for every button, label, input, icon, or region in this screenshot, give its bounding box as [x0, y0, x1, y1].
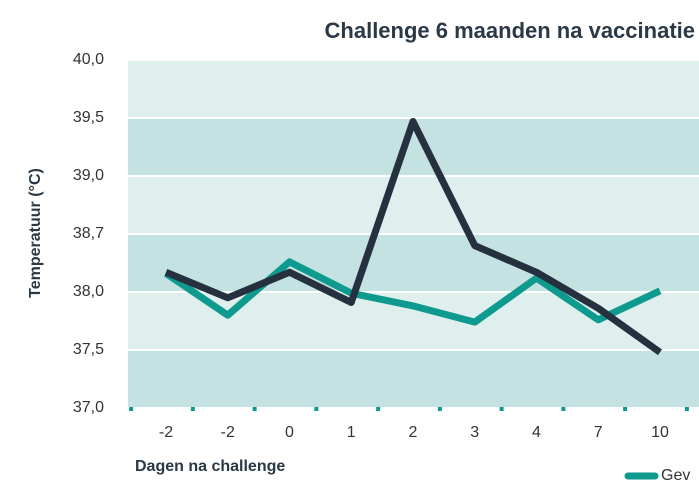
x-tick-mark	[190, 407, 195, 411]
background-band	[128, 234, 699, 292]
x-tick-label: -2	[159, 424, 173, 441]
x-tick-mark	[684, 407, 689, 411]
y-tick-label: 39,5	[73, 109, 104, 126]
chart-title: Challenge 6 maanden na vaccinatie	[325, 18, 695, 43]
y-tick-label: 40,0	[73, 51, 104, 68]
x-tick-mark	[252, 407, 257, 411]
x-axis-label: Dagen na challenge	[135, 458, 285, 475]
y-tick-label: 38,7	[73, 225, 104, 242]
background-band	[128, 176, 699, 234]
x-tick-label: 3	[470, 424, 479, 441]
background-band	[128, 60, 699, 118]
x-tick-mark	[499, 407, 504, 411]
x-tick-label: 10	[651, 424, 669, 441]
y-axis-label: Temperatuur (°C)	[27, 168, 44, 298]
y-tick-label: 39,0	[73, 167, 104, 184]
x-tick-label: 0	[285, 424, 294, 441]
x-tick-label: -2	[221, 424, 235, 441]
x-tick-mark	[623, 407, 628, 411]
data-line	[164, 258, 662, 326]
x-tick-label: 4	[532, 424, 541, 441]
y-tick-label: 38,0	[73, 283, 104, 300]
x-tick-mark	[376, 407, 381, 411]
x-tick-mark	[314, 407, 319, 411]
x-tick-mark	[437, 407, 442, 411]
background-band	[128, 350, 699, 408]
y-tick-label: 37,5	[73, 341, 104, 358]
legend-label: Gev	[661, 467, 690, 483]
x-tick-mark	[129, 407, 134, 411]
data-line	[164, 117, 663, 356]
x-tick-label: 2	[409, 424, 418, 441]
x-tick-label: 7	[594, 424, 603, 441]
x-tick-label: 1	[347, 424, 356, 441]
y-tick-label: 37,0	[73, 399, 104, 416]
x-tick-mark	[561, 407, 566, 411]
